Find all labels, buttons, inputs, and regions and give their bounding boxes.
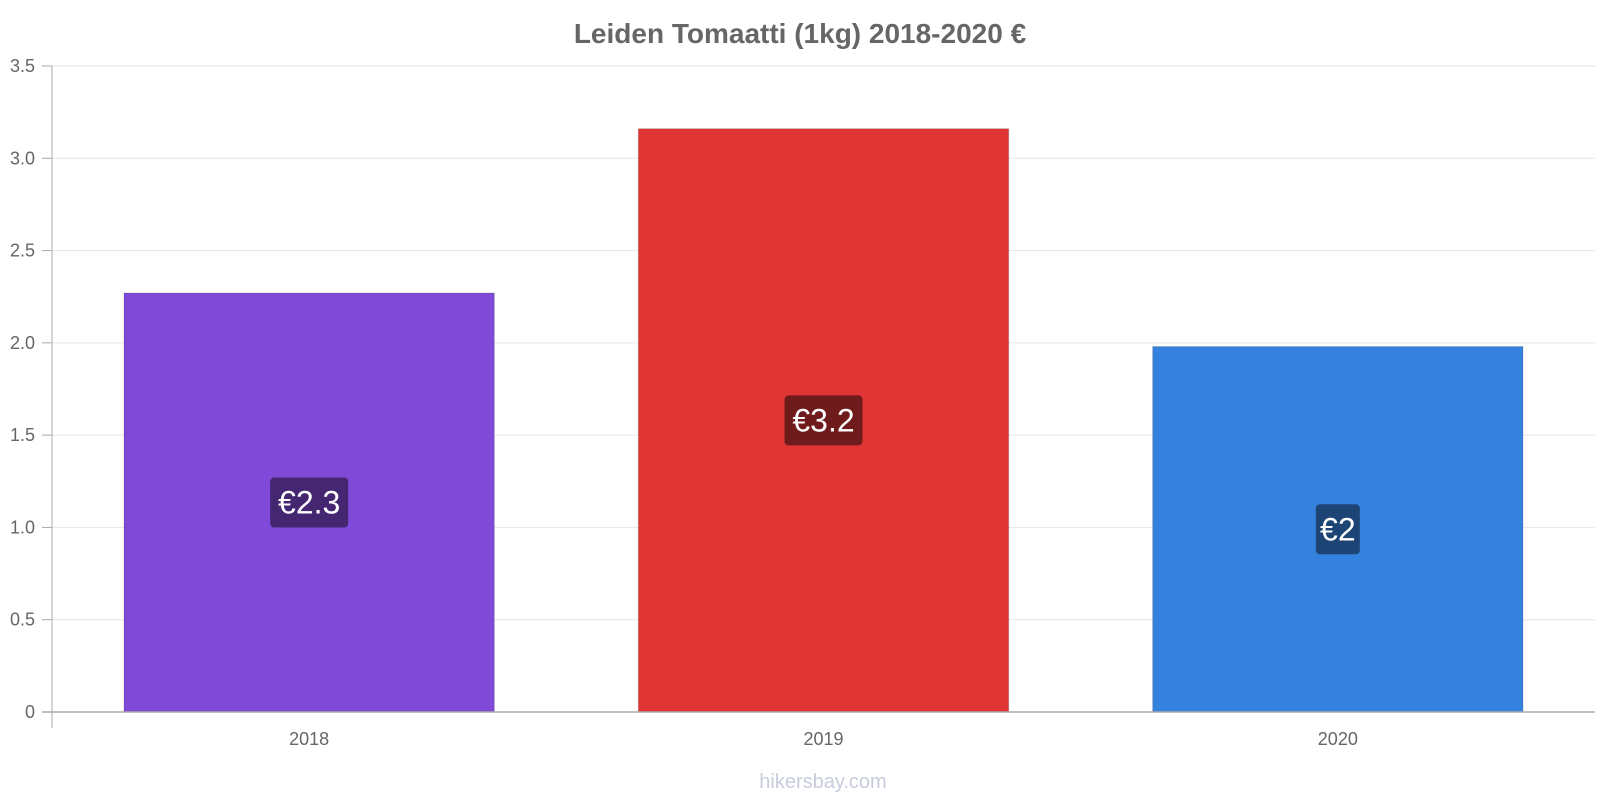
data-label: €2.3	[278, 485, 340, 521]
y-tick-label: 0.5	[10, 610, 35, 630]
data-label-badge	[784, 395, 863, 446]
y-tick-label: 3.5	[10, 56, 35, 76]
y-tick-label: 2.0	[10, 333, 35, 353]
data-labels: €2.3 €3.2 €2	[270, 395, 1360, 555]
y-tick-label: 1.0	[10, 517, 35, 537]
watermark: hikersbay.com	[759, 771, 886, 793]
data-label: €2	[1320, 511, 1356, 547]
data-label: €3.2	[792, 402, 854, 438]
x-tick-label: 2019	[803, 729, 843, 749]
x-tick-label: 2018	[289, 729, 329, 749]
data-label-badge	[270, 477, 349, 528]
chart-title: Leiden Tomaatti (1kg) 2018-2020 €	[574, 18, 1027, 49]
y-tick-label: 0	[25, 702, 35, 722]
y-tick-label: 2.5	[10, 241, 35, 261]
axes: 0 0.5 1.0 1.5 2.0 2.5 3.0 3.5 2018 2019 2020	[10, 56, 1595, 749]
x-tick-label: 2020	[1318, 729, 1358, 749]
y-tick-label: 3.0	[10, 148, 35, 168]
data-label-badge	[1315, 504, 1360, 555]
y-tick-label: 1.5	[10, 425, 35, 445]
